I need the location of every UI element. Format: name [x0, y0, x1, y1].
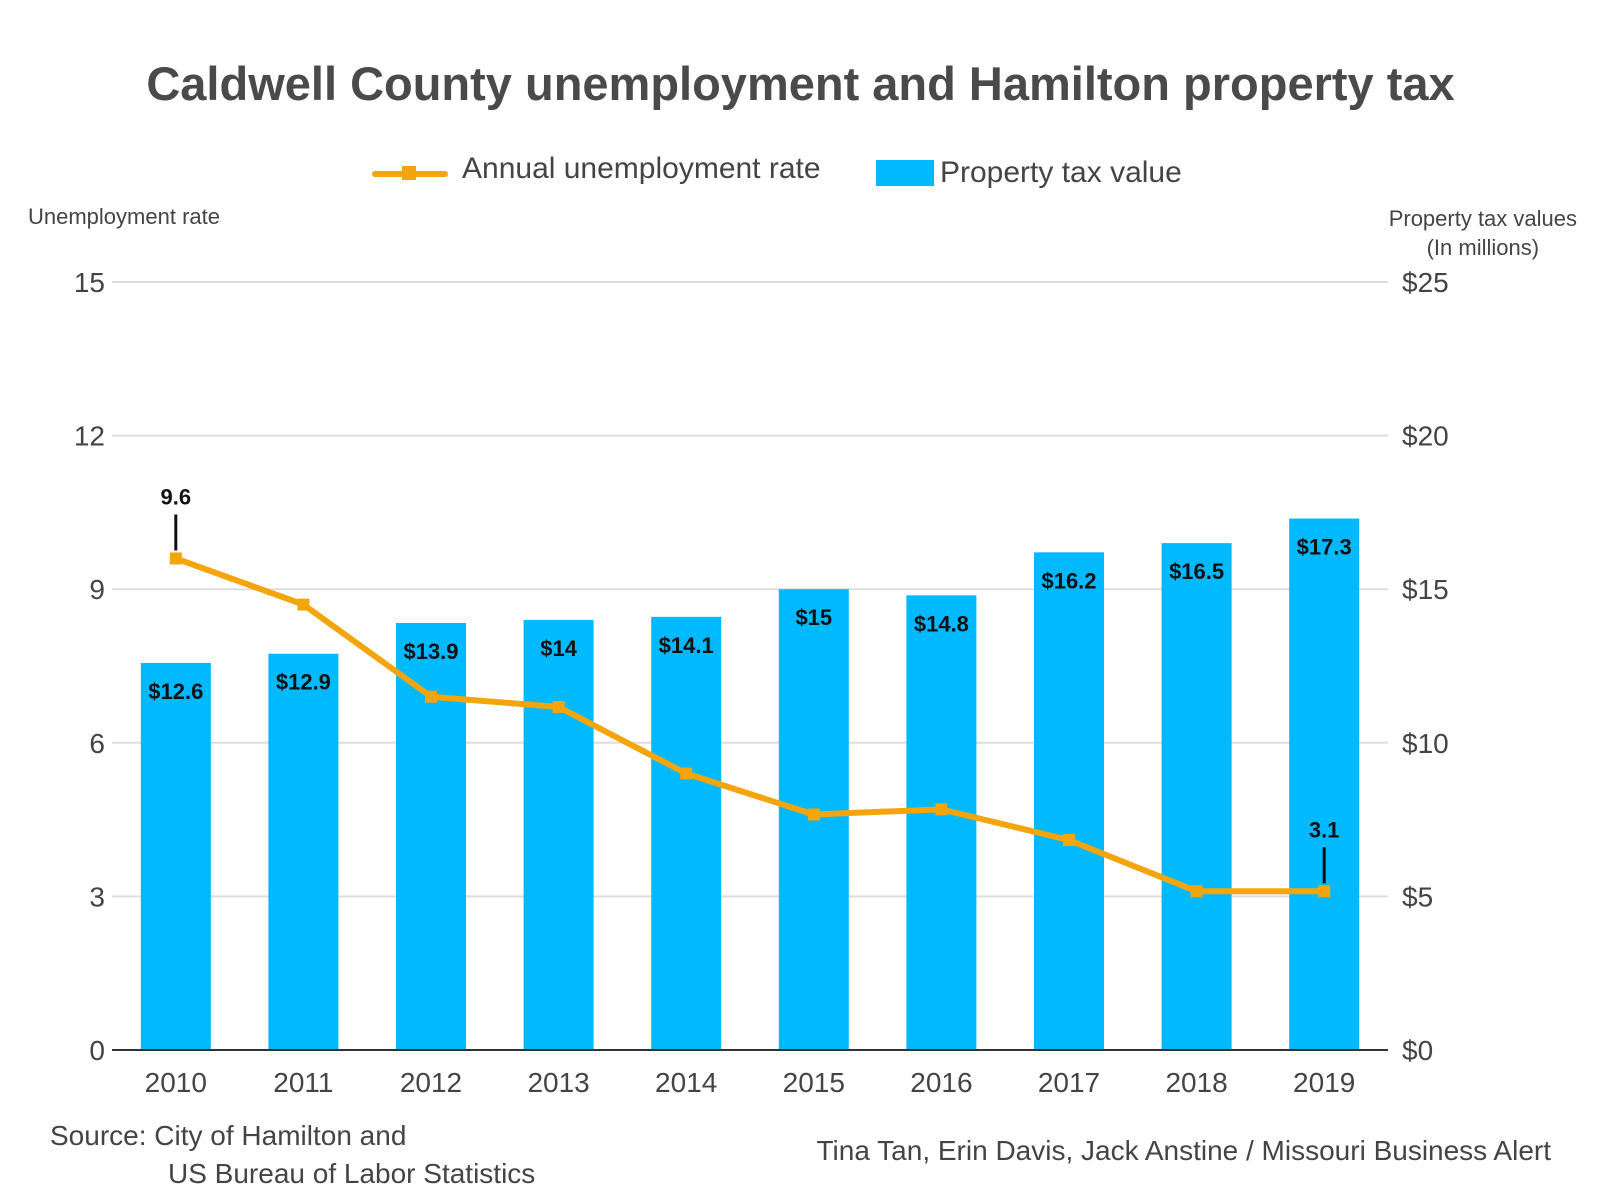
- line-point: [169, 552, 182, 565]
- annotation-label: 9.6: [161, 484, 192, 509]
- source-note: Source: City of Hamilton and US Bureau o…: [50, 1117, 535, 1193]
- bar-value-label: $13.9: [403, 639, 458, 664]
- right-axis-tick-label: $15: [1402, 574, 1449, 605]
- legend-bar-swatch: [876, 160, 934, 186]
- left-axis-tick-label: 15: [74, 267, 105, 298]
- line-point: [1190, 885, 1203, 898]
- right-axis-tick-label: $20: [1402, 421, 1449, 452]
- x-axis-tick-label: 2014: [655, 1067, 717, 1098]
- chart-title: Caldwell County unemployment and Hamilto…: [146, 57, 1455, 110]
- left-axis-title: Unemployment rate: [28, 204, 220, 229]
- line-point: [552, 700, 565, 713]
- x-axis-tick-label: 2011: [273, 1067, 333, 1098]
- bar-value-label: $12.6: [148, 679, 203, 704]
- left-axis-tick-label: 3: [89, 881, 105, 912]
- bar: [651, 616, 722, 1050]
- unemployment-line: [174, 555, 1325, 895]
- bar: [396, 622, 466, 1050]
- legend-line-marker: [402, 166, 416, 180]
- left-axis-tick-label: 9: [89, 574, 105, 605]
- left-axis-tick-label: 12: [74, 421, 105, 452]
- bar-value-label: $14.8: [914, 611, 969, 636]
- annotation-label: 3.1: [1309, 817, 1340, 842]
- legend: Annual unemployment rate Property tax va…: [0, 150, 1601, 200]
- bar: [268, 653, 339, 1050]
- right-axis-tick-label: $25: [1402, 267, 1449, 298]
- x-axis-tick-label: 2017: [1038, 1067, 1100, 1098]
- x-axis-tick-label: 2018: [1165, 1067, 1227, 1098]
- bar: [906, 595, 977, 1050]
- bar-value-label: $12.9: [276, 670, 331, 695]
- x-axis-tick-label: 2019: [1293, 1067, 1355, 1098]
- bar-value-label: $14.1: [659, 633, 714, 658]
- credit-note: Tina Tan, Erin Davis, Jack Anstine / Mis…: [816, 1135, 1551, 1166]
- right-axis-tick-label: $0: [1402, 1035, 1433, 1066]
- bar-value-label: $14: [540, 636, 577, 661]
- bar-value-label: $15: [795, 605, 832, 630]
- line-point: [680, 767, 693, 780]
- x-axis-tick-label: 2010: [145, 1067, 207, 1098]
- right-axis-title-line1: Property tax values: [1388, 206, 1577, 231]
- line-point: [297, 598, 310, 611]
- legend-property-tax-label: Property tax value: [940, 156, 1182, 189]
- left-axis-tick-label: 0: [89, 1035, 105, 1066]
- bar: [1034, 552, 1104, 1050]
- legend-unemployment-label: Annual unemployment rate: [462, 152, 821, 185]
- bar: [1161, 543, 1232, 1050]
- bar: [140, 662, 211, 1050]
- left-axis-tick-label: 6: [89, 728, 105, 759]
- line-point: [807, 808, 820, 821]
- x-axis-tick-label: 2016: [910, 1067, 972, 1098]
- line-point: [425, 690, 437, 703]
- right-axis-title-line2: (In millions): [1426, 235, 1540, 260]
- line-point: [1318, 885, 1331, 898]
- line-point: [935, 803, 948, 816]
- bar: [523, 619, 594, 1050]
- x-axis-tick-label: 2013: [527, 1067, 589, 1098]
- source-line1: Source: City of Hamilton and: [50, 1120, 407, 1151]
- source-line2: US Bureau of Labor Statistics: [168, 1158, 536, 1189]
- x-axis-tick-label: 2015: [783, 1067, 845, 1098]
- bar-value-label: $16.5: [1169, 559, 1224, 584]
- right-axis-tick-label: $5: [1402, 881, 1433, 912]
- bar-value-label: $16.2: [1041, 568, 1096, 593]
- x-axis-tick-label: 2012: [400, 1067, 462, 1098]
- bar-value-label: $17.3: [1297, 535, 1352, 560]
- right-axis-title: Property tax values (In millions): [1389, 204, 1577, 262]
- bar: [1289, 518, 1360, 1050]
- right-axis-tick-label: $10: [1402, 728, 1449, 759]
- line-point: [1063, 834, 1075, 847]
